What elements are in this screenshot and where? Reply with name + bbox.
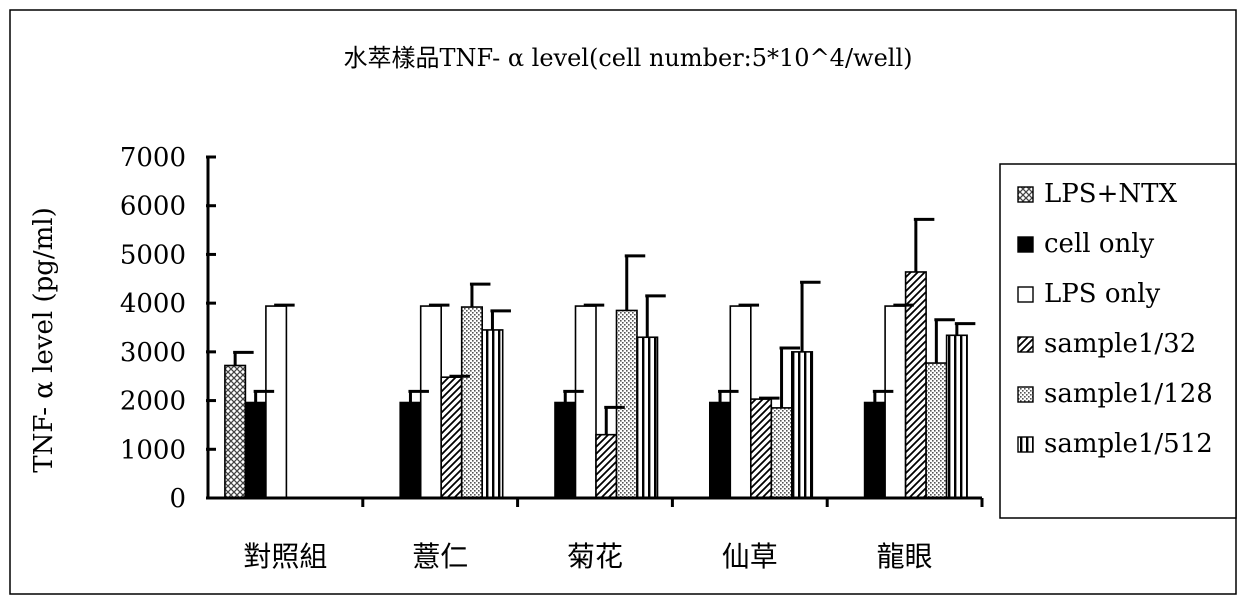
y-tick-label: 7000 (120, 143, 186, 173)
x-tick-label: 菊花 (567, 540, 623, 573)
bar (244, 401, 267, 499)
y-tick-label: 5000 (120, 240, 186, 270)
legend-items: LPS+NTX cell only LPS only sample1/32 sample… (1017, 179, 1213, 459)
error-bars (233, 217, 976, 435)
bar (265, 305, 288, 499)
legend-box (999, 163, 1237, 519)
bar (636, 336, 659, 499)
legend-label: cell only (1044, 229, 1155, 259)
legend-label: sample1/512 (1044, 429, 1213, 459)
legend-label: sample1/32 (1044, 329, 1196, 359)
y-axis-ticks: 0 1000 2000 3000 4000 5000 6000 7000 (120, 143, 216, 514)
bar (770, 407, 793, 499)
legend-swatch (1017, 436, 1034, 453)
legend-label: LPS only (1044, 279, 1161, 309)
bar (708, 401, 732, 499)
legend-swatch (1017, 236, 1034, 253)
bar (945, 334, 968, 499)
legend-swatch (1017, 186, 1034, 203)
bars (224, 271, 968, 499)
bar (615, 309, 638, 499)
bar (749, 398, 773, 499)
x-tick-label: 仙草 (722, 540, 778, 573)
chart-title: 水萃樣品TNF- α level(cell number:5*10^4/well… (344, 44, 913, 72)
legend-swatch (1017, 386, 1034, 403)
legend-swatch (1017, 336, 1034, 353)
bar (399, 401, 422, 499)
bar (460, 306, 484, 499)
x-axis-labels: 對照組 薏仁 菊花 仙草 龍眼 (243, 540, 932, 573)
y-tick-label: 0 (169, 484, 186, 514)
legend-label: LPS+NTX (1044, 179, 1177, 209)
y-tick-label: 2000 (120, 387, 186, 417)
y-axis-label: TNF- α level (pg/ml) (29, 207, 59, 473)
y-tick-label: 6000 (120, 192, 186, 222)
x-tick-label: 對照組 (243, 540, 327, 573)
legend-label: sample1/128 (1044, 379, 1213, 409)
y-tick-label: 3000 (120, 338, 186, 368)
bar (554, 401, 577, 499)
bar (863, 401, 886, 499)
bar (790, 351, 814, 499)
bar (481, 329, 504, 499)
legend: LPS+NTX cell only LPS only sample1/32 sample… (999, 163, 1237, 519)
x-tick-label: 龍眼 (877, 540, 933, 573)
bar (419, 305, 443, 499)
bar (574, 305, 597, 499)
bar (884, 305, 907, 499)
bar (440, 376, 463, 499)
legend-swatch (1017, 286, 1034, 303)
y-tick-label: 4000 (120, 289, 186, 319)
axes (206, 157, 984, 507)
bar (224, 364, 247, 499)
bar (595, 433, 618, 499)
y-tick-label: 1000 (120, 435, 186, 465)
bar (925, 362, 948, 499)
bar (729, 305, 752, 499)
x-tick-label: 薏仁 (412, 540, 468, 573)
